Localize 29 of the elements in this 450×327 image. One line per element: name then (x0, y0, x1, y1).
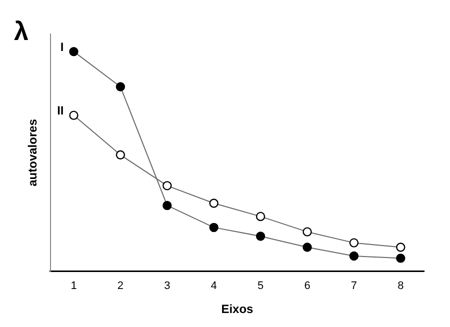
y-axis-title: autovalores (26, 118, 40, 186)
point (116, 82, 126, 92)
point (256, 212, 266, 222)
series-label: II (57, 104, 64, 118)
point (256, 232, 266, 241)
x-tick-label: 6 (304, 280, 310, 292)
point (396, 254, 406, 263)
point (302, 227, 312, 236)
point (349, 238, 359, 248)
point (69, 46, 78, 56)
point (302, 242, 312, 252)
x-tick-label: 5 (257, 280, 264, 292)
x-tick-label: 4 (210, 280, 217, 292)
x-axis-title: Eixos (221, 302, 254, 316)
point (69, 110, 78, 120)
point (209, 222, 218, 232)
x-tick-label: 8 (398, 280, 404, 292)
point (162, 200, 172, 210)
x-tick-label: 7 (350, 280, 358, 292)
point (396, 242, 406, 252)
point (116, 150, 126, 160)
point (209, 198, 218, 208)
x-tick-label: 2 (117, 280, 124, 292)
point (349, 251, 359, 261)
x-tick-label: 1 (70, 280, 77, 292)
text: λ (14, 16, 29, 46)
x-tick-label: 3 (164, 280, 170, 292)
point (162, 181, 172, 190)
series-label: I (60, 40, 64, 54)
